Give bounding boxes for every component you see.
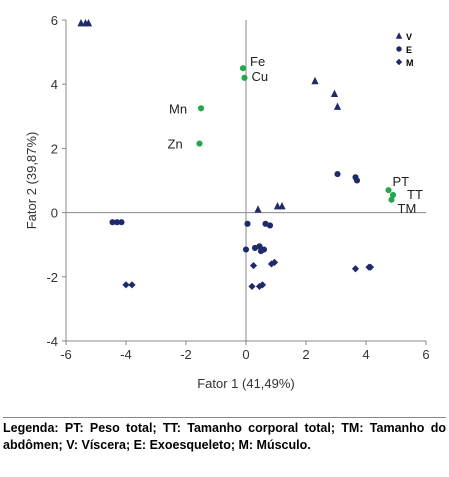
series-e-point bbox=[118, 219, 125, 226]
series-m-point bbox=[270, 258, 279, 266]
x-tick-label: 4 bbox=[362, 347, 369, 362]
series-v-point bbox=[278, 201, 286, 210]
y-tick-label: 2 bbox=[51, 141, 58, 156]
data-points bbox=[77, 19, 397, 291]
y-tick-label: 0 bbox=[51, 206, 58, 221]
series-m-point bbox=[248, 282, 256, 291]
series-e-point bbox=[334, 171, 341, 178]
series-m-point bbox=[366, 263, 375, 271]
variable-point bbox=[239, 65, 247, 72]
axes bbox=[62, 19, 427, 345]
point-label: PT bbox=[393, 174, 410, 189]
series-e-point bbox=[266, 222, 274, 229]
point-label: Cu bbox=[252, 69, 269, 84]
point-label: TT bbox=[407, 187, 423, 202]
point-label: Zn bbox=[168, 137, 183, 152]
x-tick-label: 2 bbox=[302, 347, 309, 362]
series-m-point bbox=[351, 265, 360, 273]
series-v-point bbox=[84, 19, 93, 27]
figure-caption: Legenda: PT: Peso total; TT: Tamanho cor… bbox=[3, 417, 446, 475]
series-v-point bbox=[333, 102, 342, 110]
legend-m-marker bbox=[395, 58, 403, 66]
series-v-point bbox=[311, 76, 319, 85]
series-e-point bbox=[256, 243, 263, 250]
y-axis-title: Fator 2 (39,87%) bbox=[24, 132, 39, 230]
series-m-point bbox=[249, 261, 258, 270]
x-tick-label: -2 bbox=[180, 347, 192, 362]
point-label: TM bbox=[398, 201, 417, 216]
legend-label: M bbox=[406, 58, 414, 68]
series-m-point bbox=[258, 281, 267, 289]
y-tick-label: -4 bbox=[46, 334, 58, 349]
series-v-point bbox=[330, 89, 339, 98]
variable-point bbox=[389, 191, 397, 199]
x-tick-label: 0 bbox=[242, 347, 249, 362]
variable-point bbox=[385, 187, 392, 194]
series-v-point bbox=[273, 201, 282, 210]
legend: VEM bbox=[395, 32, 414, 68]
legend-label: E bbox=[406, 45, 412, 55]
x-tick-label: 6 bbox=[422, 347, 429, 362]
point-label: Fe bbox=[250, 54, 265, 69]
legend-e-marker bbox=[396, 46, 402, 52]
series-e-point bbox=[113, 219, 121, 226]
legend-v-marker bbox=[395, 32, 403, 39]
y-tick-label: -2 bbox=[46, 270, 58, 285]
series-e-point bbox=[257, 248, 265, 255]
variable-point bbox=[197, 105, 205, 112]
series-e-point bbox=[353, 177, 361, 184]
variable-point bbox=[388, 196, 395, 203]
point-label: Mn bbox=[169, 101, 187, 116]
series-m-point bbox=[122, 281, 130, 289]
y-tick-label: 6 bbox=[51, 13, 58, 28]
y-tick-label: 4 bbox=[51, 77, 58, 92]
series-e-point bbox=[109, 219, 116, 226]
series-e-point bbox=[244, 220, 251, 227]
x-tick-label: -6 bbox=[60, 347, 72, 362]
legend-label: V bbox=[406, 32, 412, 42]
series-e-point bbox=[242, 246, 250, 253]
variable-point bbox=[241, 74, 248, 81]
series-m-point bbox=[128, 281, 136, 289]
series-v-point bbox=[254, 205, 262, 213]
x-tick-label: -4 bbox=[120, 347, 132, 362]
variable-point bbox=[196, 140, 203, 147]
x-axis-title: Fator 1 (41,49%) bbox=[197, 376, 295, 391]
